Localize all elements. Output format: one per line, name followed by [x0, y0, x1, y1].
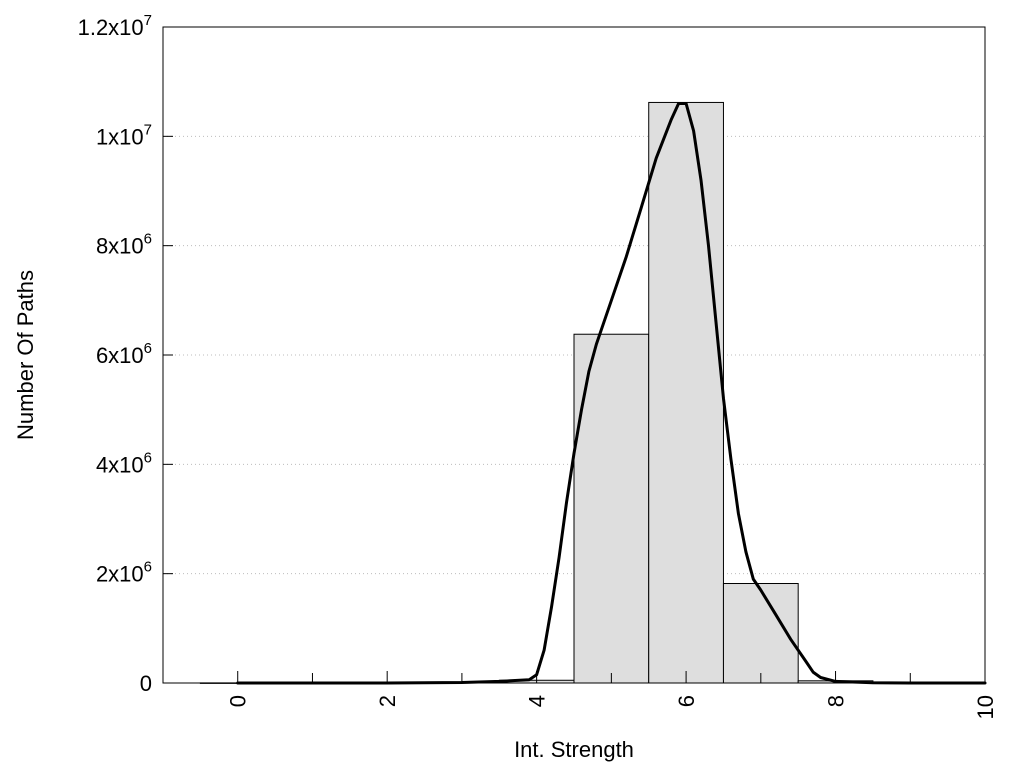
- y-axis-ticks: 0 2x106 4x106 6x106 8x106 1x107 1.2x107: [78, 12, 173, 696]
- y-tick-label: 4x106: [96, 449, 152, 477]
- y-tick-label: 6x106: [96, 340, 152, 368]
- x-axis-ticks: 0 2 4 6 8 10: [226, 671, 998, 719]
- x-tick-label: 6: [674, 695, 699, 707]
- x-tick-label: 8: [824, 695, 849, 707]
- grid-lines: [163, 135, 985, 575]
- y-tick-label: 8x106: [96, 231, 152, 259]
- y-tick-label: 1.2x107: [78, 12, 152, 40]
- y-tick-label: 1x107: [96, 121, 152, 149]
- x-tick-label: 10: [973, 695, 998, 719]
- fit-curve-layer: [236, 102, 987, 685]
- histogram-bar: [648, 101, 724, 684]
- fit-curve: [236, 102, 987, 685]
- histogram-bar: [573, 333, 650, 684]
- x-tick-label: 0: [226, 695, 251, 707]
- x-tick-label: 4: [525, 695, 550, 707]
- y-axis-title: Number Of Paths: [13, 270, 38, 440]
- histogram-bars: [199, 101, 949, 684]
- y-tick-label: 0: [140, 671, 152, 696]
- x-axis-title: Int. Strength: [514, 737, 634, 762]
- x-tick-label: 2: [375, 695, 400, 707]
- y-tick-label: 2x106: [96, 559, 152, 587]
